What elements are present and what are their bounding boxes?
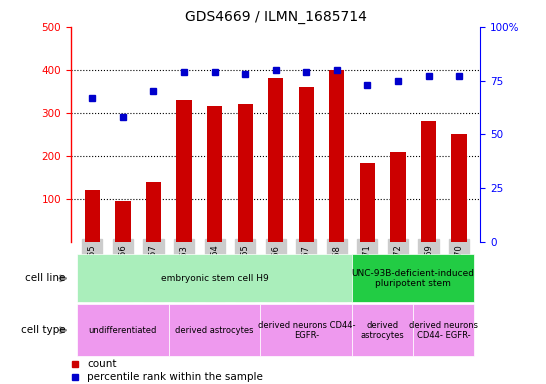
Text: percentile rank within the sample: percentile rank within the sample — [87, 372, 263, 382]
Text: derived
astrocytes: derived astrocytes — [361, 321, 405, 340]
Bar — [115, 201, 130, 242]
Bar — [238, 104, 253, 242]
Bar — [77, 255, 352, 302]
Text: derived astrocytes: derived astrocytes — [175, 326, 254, 335]
Bar — [176, 100, 192, 242]
Text: cell type: cell type — [21, 325, 66, 335]
Text: undifferentiated: undifferentiated — [89, 326, 157, 335]
Bar — [77, 305, 169, 356]
Text: derived neurons
CD44- EGFR-: derived neurons CD44- EGFR- — [410, 321, 478, 340]
Bar — [299, 87, 314, 242]
Bar — [452, 134, 467, 242]
Bar — [146, 182, 161, 242]
Bar — [329, 70, 345, 242]
Bar — [421, 121, 436, 242]
Bar — [268, 78, 283, 242]
Text: count: count — [87, 359, 117, 369]
Title: GDS4669 / ILMN_1685714: GDS4669 / ILMN_1685714 — [185, 10, 367, 25]
Bar — [390, 152, 406, 242]
Bar — [207, 106, 222, 242]
Bar — [352, 305, 413, 356]
Bar — [260, 305, 352, 356]
Bar — [360, 163, 375, 242]
Text: embryonic stem cell H9: embryonic stem cell H9 — [161, 274, 269, 283]
Bar — [352, 255, 474, 302]
Bar — [413, 305, 474, 356]
Text: derived neurons CD44-
EGFR-: derived neurons CD44- EGFR- — [258, 321, 355, 340]
Bar — [85, 190, 100, 242]
Bar — [169, 305, 260, 356]
Text: UNC-93B-deficient-induced
pluripotent stem: UNC-93B-deficient-induced pluripotent st… — [352, 269, 475, 288]
Text: cell line: cell line — [25, 273, 66, 283]
